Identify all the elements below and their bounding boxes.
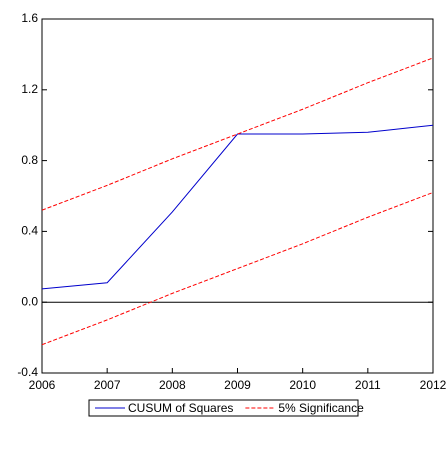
legend-box xyxy=(88,399,359,417)
x-tick-label: 2006 xyxy=(29,378,56,392)
x-tick-label: 2009 xyxy=(224,378,251,392)
x-tick-label: 2012 xyxy=(420,378,447,392)
x-tick-label: 2010 xyxy=(289,378,316,392)
y-tick-label: 0.0 xyxy=(21,294,38,308)
legend-label: CUSUM of Squares xyxy=(128,401,233,415)
plot-frame xyxy=(41,18,434,374)
y-tick-label: -0.4 xyxy=(17,365,38,379)
x-tick-label: 2008 xyxy=(159,378,186,392)
x-tick-label: 2007 xyxy=(94,378,121,392)
y-tick-label: 1.6 xyxy=(21,11,38,25)
y-tick-label: 1.2 xyxy=(21,82,38,96)
series-line xyxy=(41,191,434,346)
y-tick-label: 0.4 xyxy=(21,224,38,238)
x-tick-label: 2011 xyxy=(355,378,381,392)
series-line xyxy=(41,124,434,290)
series-line xyxy=(41,57,434,211)
legend-label: 5% Significance xyxy=(278,401,364,415)
y-tick-label: 0.8 xyxy=(21,153,38,167)
